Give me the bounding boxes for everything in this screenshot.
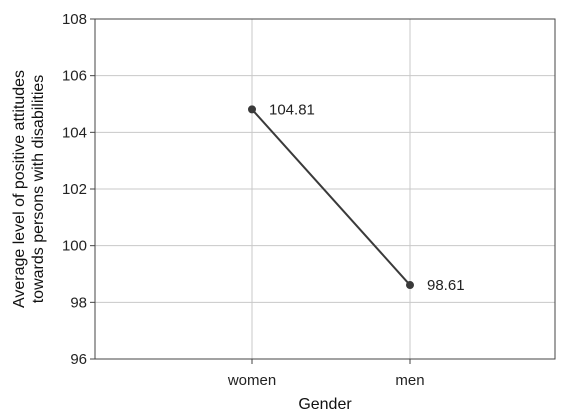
y-tick-label: 106 bbox=[62, 68, 87, 85]
x-tick-label: women bbox=[227, 372, 276, 389]
series-line bbox=[251, 108, 411, 286]
x-axis-ticks: women men bbox=[227, 359, 425, 389]
y-tick-label: 96 bbox=[70, 351, 87, 368]
x-axis-title: Gender bbox=[298, 396, 352, 413]
y-axis-title-line-2: towards persons with disabilities bbox=[30, 75, 47, 304]
grid bbox=[95, 19, 555, 359]
x-tick-label: men bbox=[395, 372, 424, 389]
y-tick-label: 100 bbox=[62, 238, 87, 255]
series-layer: 104.81 98.61 bbox=[248, 101, 465, 294]
data-label: 104.81 bbox=[269, 101, 315, 118]
data-point bbox=[248, 105, 256, 114]
data-label: 98.61 bbox=[427, 277, 465, 294]
y-tick-label: 104 bbox=[62, 124, 87, 141]
y-tick-label: 102 bbox=[62, 181, 87, 198]
y-tick-label: 108 bbox=[62, 11, 87, 28]
y-axis-ticks: 96 98 100 102 104 106 108 bbox=[62, 11, 95, 368]
y-axis-title: Average level of positive attitudes towa… bbox=[11, 70, 47, 308]
data-point bbox=[406, 281, 414, 290]
y-tick-label: 98 bbox=[70, 294, 87, 311]
y-axis-title-line-1: Average level of positive attitudes bbox=[11, 70, 28, 308]
